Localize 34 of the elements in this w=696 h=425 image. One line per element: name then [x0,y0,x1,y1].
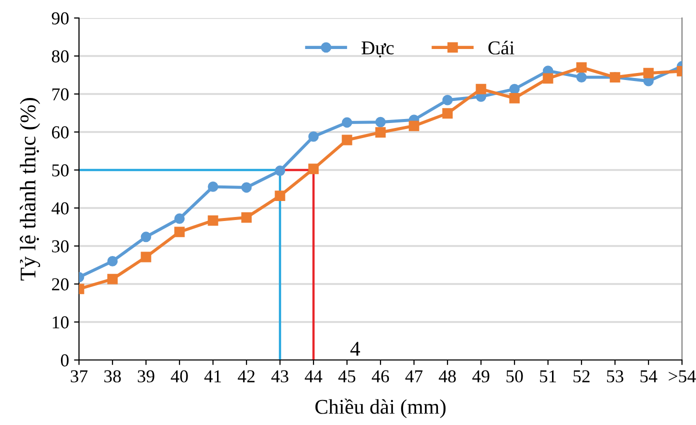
x-tick-label: 41 [204,370,221,382]
x-tick-label: 42 [238,370,255,382]
x-tick-label: 52 [574,370,590,382]
annotation: 4 [350,342,360,356]
x-tick-label: 47 [405,370,423,382]
x-tick-label: 51 [540,370,556,382]
x-tick-label: 44 [304,370,322,382]
x-tick-label: 37 [70,370,88,382]
x-tick-label: 40 [170,370,188,382]
x-tick-label: >54 [668,370,696,382]
y-tick-label: 0 [60,354,69,366]
y-tick-label: 90 [52,12,69,24]
y-axis-title: Tỷ lệ thành thục (%) [20,98,40,281]
y-tick-label: 60 [52,126,69,138]
y-tick-label: 40 [52,202,69,214]
x-axis-title: Chiều dài (mm) [315,398,446,418]
x-tick-label: 38 [104,370,121,382]
x-tick-label: 50 [506,370,523,382]
legend-label: Đực [362,42,394,58]
x-tick-label: 48 [438,370,456,382]
x-tick-label: 39 [138,370,154,382]
legend-label: Cái [488,40,514,54]
x-tick-label: 45 [338,370,356,382]
y-tick-label: 70 [52,88,69,100]
y-tick-label: 30 [52,240,69,252]
x-tick-label: 43 [271,370,288,382]
x-tick-label: 54 [640,370,658,382]
x-tick-label: 49 [472,370,490,382]
y-tick-label: 50 [52,164,69,176]
y-tick-label: 80 [52,50,69,62]
x-tick-label: 53 [607,370,624,382]
x-tick-label: 46 [372,370,389,382]
y-tick-label: 10 [52,316,69,328]
y-tick-label: 20 [52,278,69,290]
